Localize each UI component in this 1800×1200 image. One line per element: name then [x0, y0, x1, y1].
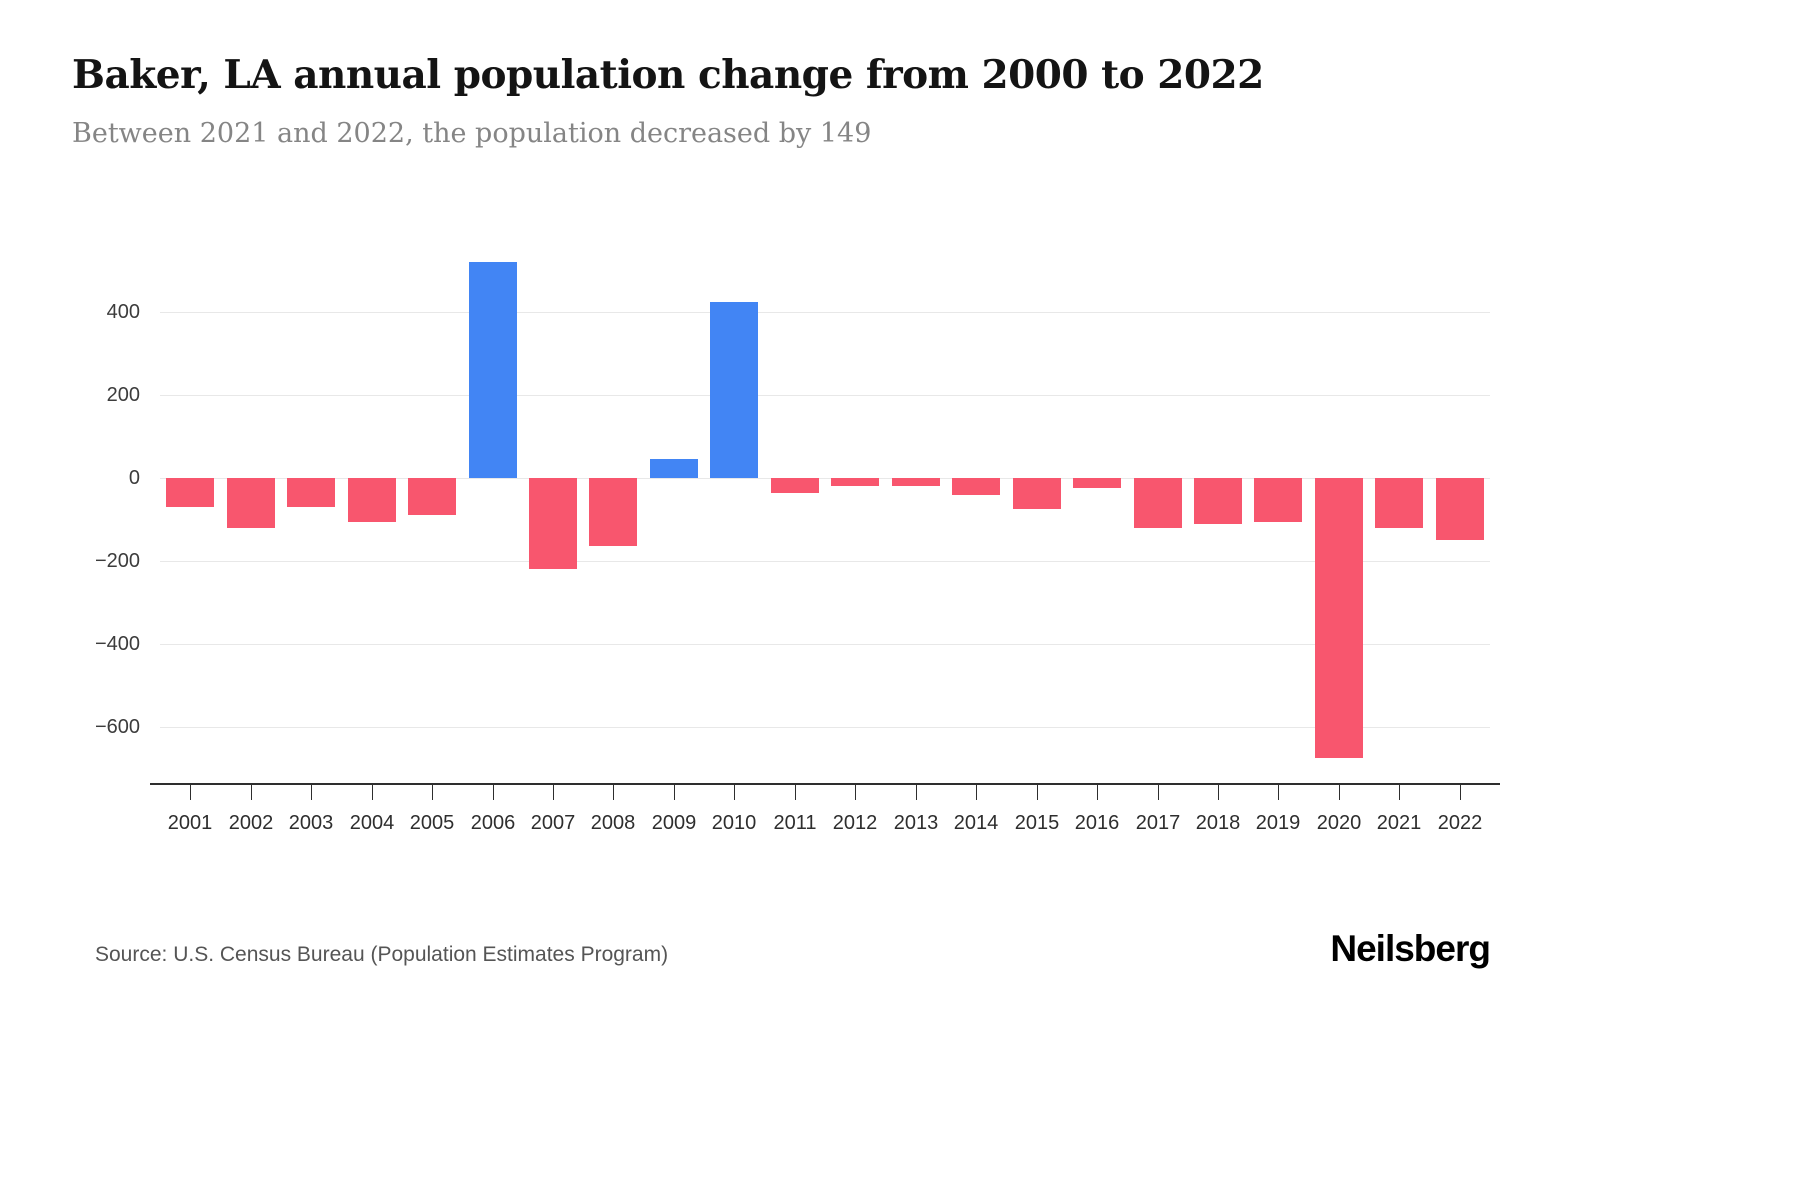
x-axis-label: 2014: [953, 812, 999, 834]
bar-2002[interactable]: [227, 478, 275, 528]
bar-2005[interactable]: [408, 478, 456, 515]
gridline: [160, 644, 1490, 645]
x-axis-tick: [1339, 785, 1340, 800]
x-axis-label: 2004: [349, 812, 395, 834]
x-axis-tick: [1097, 785, 1098, 800]
plot-area: 400 200 0 −200 −400 −600 2001 2002 2003 2004 2005 2…: [95, 230, 1500, 834]
bar-2001[interactable]: [166, 478, 214, 507]
x-axis-label: 2007: [530, 812, 576, 834]
x-axis-tick: [372, 785, 373, 800]
x-axis-tick: [1399, 785, 1400, 800]
x-axis-tick: [432, 785, 433, 800]
x-axis-tick: [1037, 785, 1038, 800]
y-axis-tick-label: 200: [106, 384, 140, 406]
neilsberg-logo: Neilsberg: [1330, 928, 1491, 969]
bar-2019[interactable]: [1254, 478, 1302, 522]
gridline: [160, 478, 1490, 479]
x-axis-label: 2001: [167, 812, 213, 834]
x-axis-label: 2016: [1074, 812, 1120, 834]
x-axis-label: 2021: [1376, 812, 1422, 834]
x-axis-tick: [1218, 785, 1219, 800]
x-axis-label: 2005: [409, 812, 455, 834]
x-axis-tick: [1278, 785, 1279, 800]
x-axis-tick: [553, 785, 554, 800]
x-axis-tick: [795, 785, 796, 800]
y-axis-tick-label: −400: [94, 633, 140, 655]
x-axis-tick: [1158, 785, 1159, 800]
x-axis-tick: [1460, 785, 1461, 800]
bar-2007[interactable]: [529, 478, 577, 569]
x-axis-label: 2010: [711, 812, 757, 834]
bar-2010[interactable]: [710, 302, 758, 478]
x-axis-tick: [674, 785, 675, 800]
x-axis-label: 2022: [1437, 812, 1483, 834]
x-axis-tick: [855, 785, 856, 800]
gridline: [160, 561, 1490, 562]
bar-2004[interactable]: [348, 478, 396, 522]
x-axis-label: 2011: [773, 812, 817, 834]
bar-2017[interactable]: [1134, 478, 1182, 528]
x-axis-line: [150, 783, 1500, 785]
bar-2016[interactable]: [1073, 478, 1121, 488]
chart-title: Baker, LA annual population change from …: [72, 52, 1264, 98]
bar-2006[interactable]: [469, 262, 517, 478]
x-axis-label: 2020: [1316, 812, 1362, 834]
bar-2015[interactable]: [1013, 478, 1061, 509]
x-axis-label: 2003: [288, 812, 334, 834]
bar-2011[interactable]: [771, 478, 819, 493]
bar-2013[interactable]: [892, 478, 940, 486]
x-axis-tick: [493, 785, 494, 800]
bar-2009[interactable]: [650, 459, 698, 478]
x-axis-tick: [976, 785, 977, 800]
bar-2012[interactable]: [831, 478, 879, 486]
x-axis-label: 2017: [1135, 812, 1181, 834]
bar-2021[interactable]: [1375, 478, 1423, 528]
gridline: [160, 727, 1490, 728]
x-axis-label: 2018: [1195, 812, 1241, 834]
x-axis-label: 2002: [228, 812, 274, 834]
bar-2014[interactable]: [952, 478, 1000, 495]
x-axis-label: 2009: [651, 812, 697, 834]
x-axis-tick: [734, 785, 735, 800]
bar-2008[interactable]: [589, 478, 637, 546]
x-axis-label: 2012: [832, 812, 878, 834]
x-axis-label: 2015: [1014, 812, 1060, 834]
x-axis-label: 2006: [470, 812, 516, 834]
chart-subtitle: Between 2021 and 2022, the population de…: [72, 118, 872, 149]
bar-2018[interactable]: [1194, 478, 1242, 524]
gridline: [160, 312, 1490, 313]
x-axis-tick: [190, 785, 191, 800]
y-axis-tick-label: 400: [106, 301, 140, 323]
x-axis-tick: [916, 785, 917, 800]
x-axis-tick: [311, 785, 312, 800]
gridline: [160, 395, 1490, 396]
x-axis-tick: [613, 785, 614, 800]
y-axis-tick-label: −200: [94, 550, 140, 572]
x-axis-label: 2008: [590, 812, 636, 834]
source-text: Source: U.S. Census Bureau (Population E…: [95, 943, 669, 966]
x-axis-tick: [251, 785, 252, 800]
bar-2022[interactable]: [1436, 478, 1484, 540]
y-axis-tick-label: 0: [128, 467, 140, 489]
y-axis-tick-label: −600: [94, 716, 140, 738]
bar-2020[interactable]: [1315, 478, 1363, 758]
x-axis-label: 2013: [893, 812, 939, 834]
x-axis-label: 2019: [1255, 812, 1301, 834]
bar-2003[interactable]: [287, 478, 335, 507]
